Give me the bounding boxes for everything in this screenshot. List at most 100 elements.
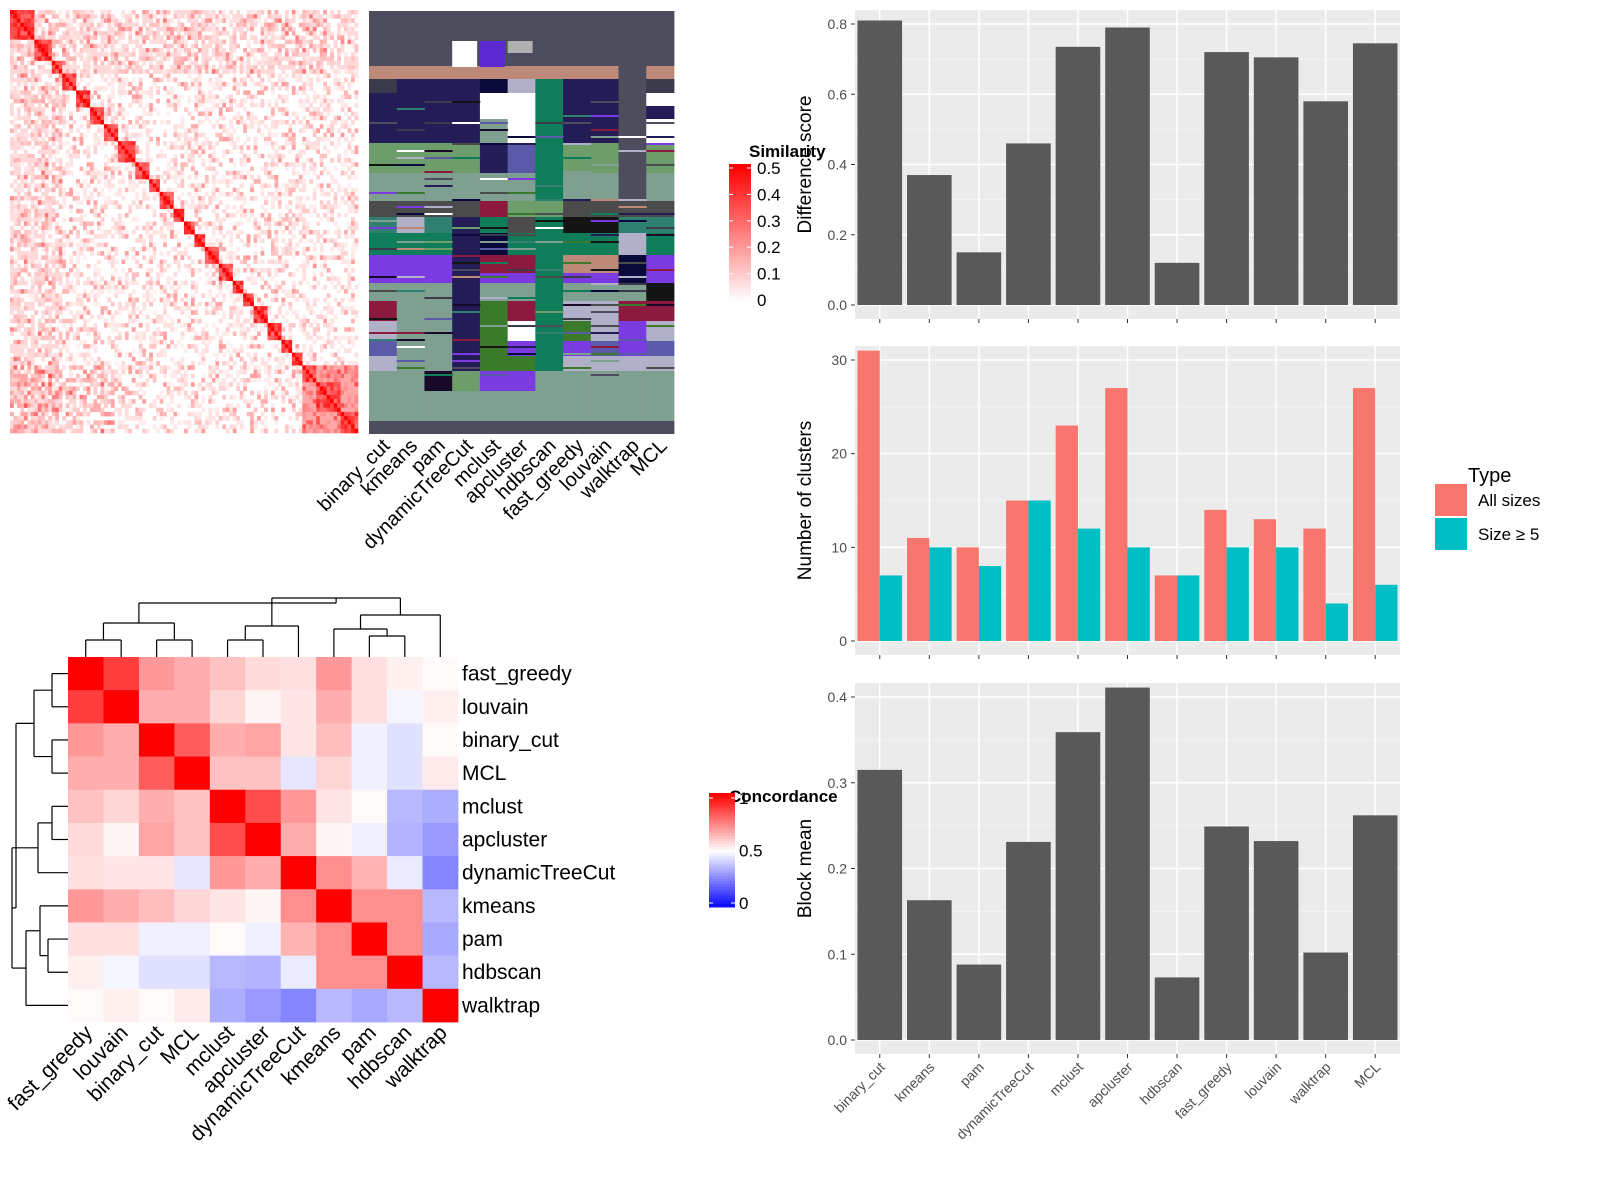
similarity-cell [267, 272, 272, 277]
similarity-cell [16, 141, 21, 146]
similarity-cell [312, 208, 317, 214]
similarity-cell [10, 183, 14, 188]
similarity-cell [284, 94, 289, 100]
similarity-cell [257, 318, 261, 324]
similarity-cell [232, 318, 237, 324]
similarity-cell [48, 52, 53, 57]
similarity-cell [260, 60, 265, 66]
similarity-cell [312, 310, 317, 315]
similarity-cell [62, 382, 66, 387]
similarity-cell [354, 64, 359, 70]
similarity-cell [277, 348, 282, 353]
similarity-cell [170, 301, 174, 307]
similarity-cell [330, 344, 334, 349]
similarity-cell [340, 369, 345, 375]
similarity-cell [44, 124, 49, 129]
similarity-cell [236, 382, 240, 387]
similarity-cell [281, 107, 286, 112]
similarity-cell [69, 323, 73, 328]
similarity-cell [333, 238, 338, 243]
similarity-cell [173, 213, 178, 218]
similarity-cell [23, 98, 28, 104]
similarity-cell [16, 111, 21, 117]
similarity-cell [271, 259, 275, 265]
similarity-cell [58, 348, 63, 353]
similarity-cell [201, 56, 206, 62]
similarity-cell [201, 162, 206, 167]
similarity-cell [170, 276, 174, 282]
similarity-cell [76, 136, 80, 142]
similarity-cell [271, 81, 275, 87]
similarity-cell [180, 60, 185, 66]
similarity-cell [239, 356, 244, 362]
similarity-cell [34, 98, 39, 104]
similarity-cell [27, 69, 32, 74]
similarity-cell [138, 52, 143, 57]
similarity-cell [83, 48, 87, 53]
similarity-cell [337, 183, 341, 188]
similarity-cell [110, 60, 115, 66]
similarity-cell [58, 187, 63, 193]
similarity-cell [152, 56, 157, 62]
similarity-cell [344, 386, 348, 391]
similarity-cell [208, 56, 213, 62]
similarity-cell [149, 238, 153, 243]
similarity-cell [281, 369, 286, 375]
similarity-cell [260, 98, 265, 104]
similarity-cell [194, 318, 199, 324]
similarity-cell [340, 335, 345, 341]
similarity-cell [131, 52, 136, 57]
similarity-cell [239, 119, 244, 125]
similarity-cell [264, 124, 268, 129]
similarity-cell [170, 323, 174, 328]
similarity-cell [295, 179, 300, 184]
similarity-cell [72, 196, 77, 201]
similarity-cell [184, 229, 188, 235]
similarity-cell [173, 217, 178, 222]
similarity-cell [48, 56, 53, 62]
similarity-cell [319, 162, 324, 167]
similarity-cell [27, 208, 32, 214]
similarity-cell [253, 221, 258, 227]
similarity-cell [354, 48, 359, 53]
similarity-cell [344, 268, 348, 273]
similarity-cell [208, 94, 213, 100]
similarity-cell [90, 107, 94, 112]
similarity-cell [83, 356, 87, 362]
similarity-cell [309, 26, 314, 32]
similarity-cell [173, 174, 178, 180]
similarity-cell [323, 344, 327, 349]
similarity-cell [41, 356, 46, 362]
similarity-cell [93, 386, 98, 391]
similarity-cell [138, 98, 143, 104]
similarity-cell [131, 335, 136, 341]
similarity-cell [173, 259, 178, 265]
similarity-cell [229, 56, 234, 62]
similarity-cell [319, 356, 324, 362]
similarity-cell [100, 31, 105, 36]
similarity-cell [103, 200, 108, 205]
similarity-cell [86, 378, 91, 383]
similarity-cell [149, 22, 153, 28]
similarity-cell [128, 293, 133, 298]
similarity-cell [55, 22, 60, 28]
similarity-cell [302, 268, 307, 273]
similarity-cell [264, 310, 268, 315]
similarity-cell [97, 272, 101, 277]
similarity-cell [159, 251, 164, 256]
similarity-cell [110, 81, 115, 87]
similarity-cell [44, 293, 49, 298]
similarity-cell [271, 276, 275, 282]
similarity-cell [121, 268, 126, 273]
similarity-cell [271, 22, 275, 28]
similarity-cell [284, 73, 289, 78]
similarity-cell [159, 225, 164, 231]
similarity-cell [194, 64, 199, 70]
similarity-cell [62, 200, 66, 205]
similarity-cell [351, 136, 355, 142]
similarity-cell [277, 119, 282, 125]
similarity-cell [27, 115, 32, 121]
similarity-cell [351, 170, 355, 176]
similarity-cell [16, 314, 21, 320]
similarity-cell [76, 81, 80, 87]
